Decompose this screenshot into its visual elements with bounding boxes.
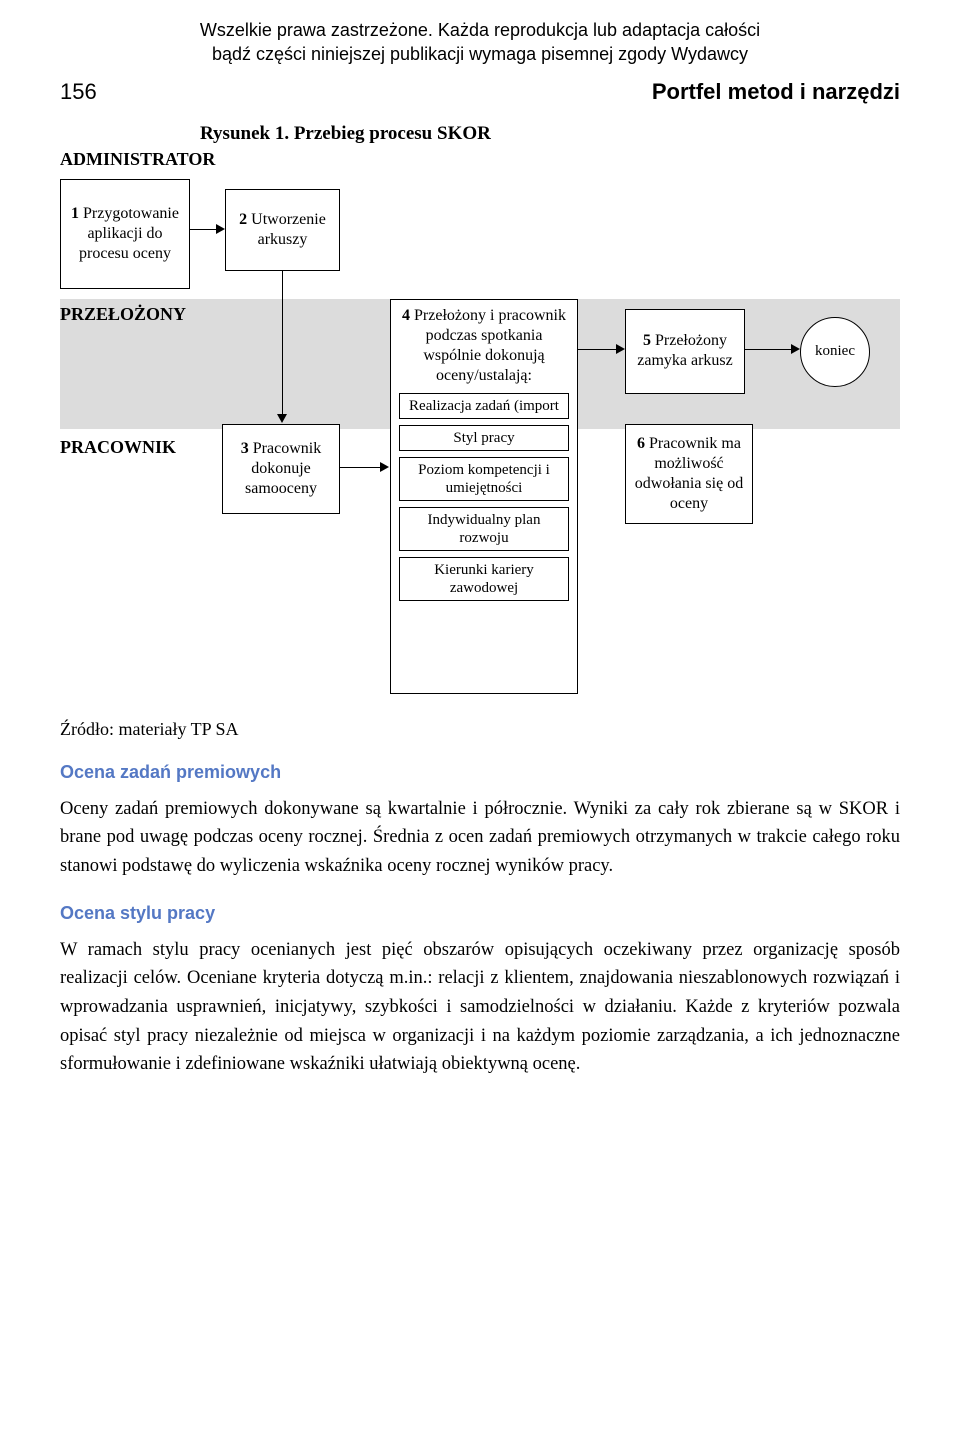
paragraph-bonus-tasks: Oceny zadań premiowych dokonywane są kwa… (60, 795, 900, 881)
node-1-prepare-app: 1 Przygotowanie aplikacji do procesu oce… (60, 179, 190, 289)
node4-sub-tasks: Realizacja zadań (import (399, 393, 569, 419)
node-6-appeal: 6 Pracownik ma możliwość odwołania się o… (625, 424, 753, 524)
page-header: 156 Portfel metod i narzędzi (60, 79, 900, 105)
lane-label-employee: PRACOWNIK (60, 437, 176, 458)
subheading-bonus-tasks: Ocena zadań premiowych (60, 762, 900, 783)
paragraph-work-style: W ramach stylu pracy ocenianych jest pię… (60, 936, 900, 1079)
subheading-work-style: Ocena stylu pracy (60, 903, 900, 924)
arrow-1-2 (190, 229, 218, 230)
flowchart-skor: ADMINISTRATOR PRZEŁOŻONY PRACOWNIK 1 Prz… (60, 149, 900, 709)
node-5-close-sheet: 5 Przełożony zamyka arkusz (625, 309, 745, 394)
copyright-line1: Wszelkie prawa zastrzeżone. Każda reprod… (200, 20, 760, 40)
arrow-3-4-head (380, 462, 389, 472)
node-end: koniec (800, 317, 870, 387)
arrow-5-end-head (791, 344, 800, 354)
arrow-2-3 (282, 271, 283, 416)
node4-sub-style: Styl pracy (399, 425, 569, 451)
node4-sub-dev-plan: Indywidualny plan rozwoju (399, 507, 569, 551)
node4-sub-competence: Poziom kompetencji i umiejętności (399, 457, 569, 501)
figure-source: Źródło: materiały TP SA (60, 719, 900, 740)
node-3-self-assessment: 3 Pracownik dokonuje samooceny (222, 424, 340, 514)
arrow-1-2-head (216, 224, 225, 234)
node-4-meeting: 4 Przełożony i pracownik podczas spotkan… (390, 299, 578, 694)
copyright-line2: bądź części niniejszej publikacji wymaga… (212, 44, 748, 64)
arrow-3-4 (340, 467, 382, 468)
arrow-5-end (745, 349, 793, 350)
node-2-create-sheets: 2 Utworzenie arkuszy (225, 189, 340, 271)
figure-title: Rysunek 1. Przebieg procesu SKOR (200, 123, 900, 145)
page-number: 156 (60, 79, 97, 105)
copyright-notice: Wszelkie prawa zastrzeżone. Każda reprod… (60, 18, 900, 67)
arrow-4-5 (578, 349, 618, 350)
section-title: Portfel metod i narzędzi (652, 79, 900, 105)
lane-label-manager: PRZEŁOŻONY (60, 304, 186, 325)
lane-label-admin: ADMINISTRATOR (60, 149, 215, 170)
node4-sub-career: Kierunki kariery zawodowej (399, 557, 569, 601)
arrow-2-3-head (277, 414, 287, 423)
arrow-4-5-head (616, 344, 625, 354)
